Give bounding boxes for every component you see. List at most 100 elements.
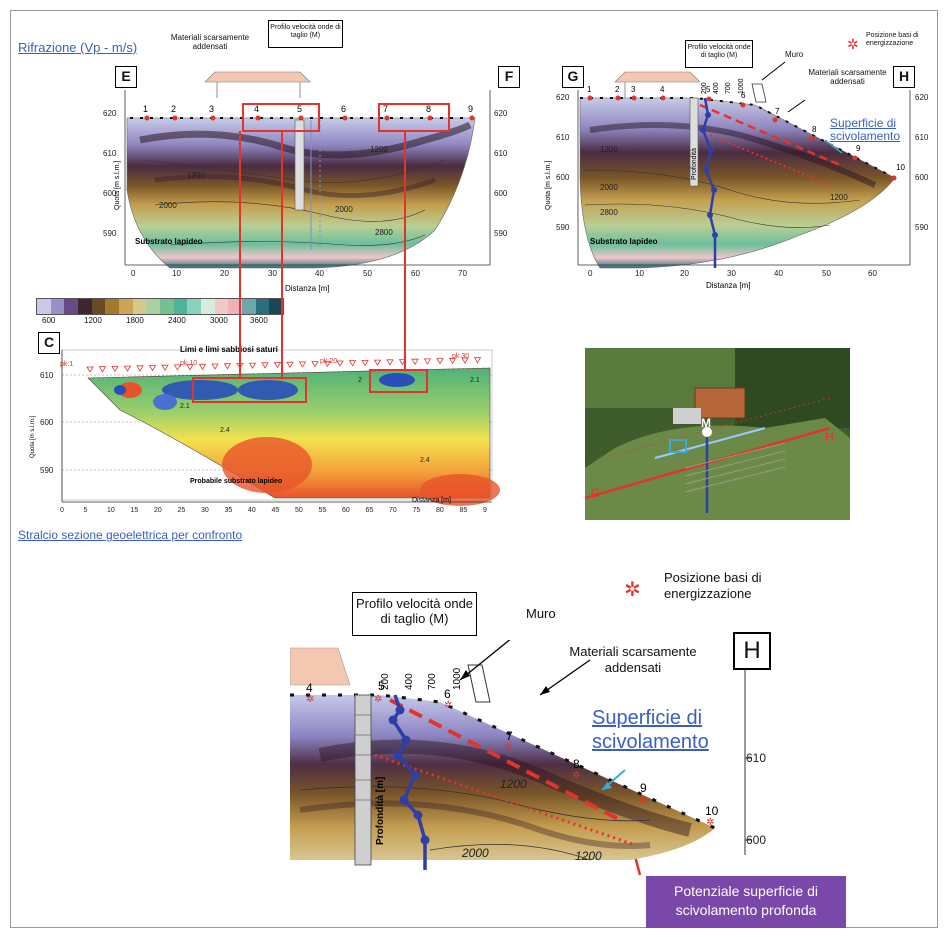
- electrode-marker: [398, 359, 407, 366]
- shot-number-labels: 1 2 3 4 5 6 7 8 9 10: [587, 85, 905, 172]
- svg-text:2800: 2800: [375, 228, 393, 237]
- svg-text:400: 400: [404, 673, 415, 690]
- svg-text:3: 3: [631, 85, 636, 94]
- electrode-marker: [311, 361, 319, 368]
- electrode-marker: [461, 357, 469, 364]
- colorbar-swatch: [187, 299, 202, 314]
- svg-text:2: 2: [615, 85, 620, 94]
- svg-text:60: 60: [868, 269, 877, 278]
- x-tick-label: 25: [178, 507, 186, 514]
- colorbar-swatch: [91, 299, 106, 314]
- x-axis-label: Distanza [m]: [285, 284, 329, 293]
- svg-text:700: 700: [725, 82, 732, 94]
- svg-text:610: 610: [494, 149, 508, 158]
- svg-text:200: 200: [380, 673, 391, 690]
- electrode-marker: [361, 359, 369, 367]
- x-tick-label: 0: [60, 507, 64, 514]
- svg-text:0: 0: [131, 269, 136, 278]
- colorbar-swatch: [228, 299, 243, 314]
- y-tick-labels-right: 620 610 600 590: [494, 109, 508, 238]
- svg-text:2000: 2000: [461, 846, 489, 860]
- x-tick-label: 60: [342, 507, 350, 514]
- colorbar-swatch: [201, 299, 215, 314]
- shot-number-labels: 1 2 3 4 5 6 7 8 9: [143, 104, 473, 114]
- shot-markers: ✲ ✲ ✲ ✲ ✲ ✲ ✲: [306, 694, 714, 828]
- svg-text:600: 600: [40, 418, 54, 427]
- colorbar-swatch: [173, 299, 188, 314]
- pk-labels: pk.1 pk.10 pk.20 pk.30: [60, 353, 469, 368]
- svg-text:✲: ✲: [706, 817, 714, 828]
- svg-text:4: 4: [254, 104, 259, 114]
- materials-label-ef: Materiali scarsamente addensati: [170, 33, 250, 51]
- energization-star-icon: ✲: [847, 36, 859, 52]
- wall-shape: [751, 83, 767, 103]
- electrode-marker: [136, 365, 144, 372]
- svg-text:4: 4: [306, 681, 313, 695]
- svg-text:7: 7: [383, 104, 388, 114]
- electrode-marker: [186, 364, 194, 371]
- svg-text:50: 50: [363, 269, 372, 278]
- svg-text:pk.30: pk.30: [452, 353, 469, 360]
- svg-text:9: 9: [468, 104, 473, 114]
- colorbar-swatch: [50, 299, 65, 314]
- svg-text:6: 6: [444, 687, 451, 701]
- svg-text:1: 1: [587, 85, 592, 94]
- y-tick-labels: 620 610 600: [746, 653, 766, 847]
- svg-text:6: 6: [741, 91, 746, 100]
- y-axis-label: Quota [m s.l.m.]: [545, 161, 552, 210]
- svg-text:600: 600: [494, 189, 508, 198]
- x-tick-labels: 0 5 10 15 20 25 30 35 40 45 50 55 60 65 70 75 80 85 9: [60, 507, 487, 514]
- svg-text:5: 5: [706, 85, 711, 94]
- svg-text:620: 620: [494, 109, 508, 118]
- figure-frame: [10, 10, 938, 928]
- contour-labels: 1200 1200 2000 2000 2800: [159, 145, 393, 237]
- wall-label-large: Muro: [526, 606, 556, 621]
- corner-label-c: C: [38, 332, 60, 354]
- svg-text:610: 610: [746, 751, 766, 765]
- velocity-colorbar: [36, 298, 284, 315]
- x-tick-label: 80: [436, 507, 444, 514]
- velocity-tick-labels: 200 400 700 1000: [701, 78, 745, 94]
- colorbar-swatch: [146, 299, 161, 314]
- x-tick-labels: 0 10 20 30 40 50 60 70: [131, 269, 467, 278]
- svg-text:10: 10: [705, 804, 719, 818]
- aerial-marker-g: G: [591, 486, 601, 500]
- colorbar-swatch: [132, 299, 147, 314]
- colorbar-tick-labels: 600 1200 1800 2400 3000 3600: [42, 316, 268, 325]
- slip-surface-label-gh: Superficie di scivolamento: [830, 116, 901, 143]
- svg-text:30: 30: [268, 269, 277, 278]
- x-tick-label: 30: [201, 507, 209, 514]
- x-axis-label: Distanza [m]: [706, 281, 750, 290]
- colorbar-swatch: [105, 299, 120, 314]
- svg-text:600: 600: [746, 833, 766, 847]
- svg-text:2.4: 2.4: [220, 427, 230, 434]
- svg-text:2.1: 2.1: [180, 403, 190, 410]
- svg-text:4: 4: [660, 85, 665, 94]
- svg-text:610: 610: [103, 149, 117, 158]
- corner-label-h: H: [893, 66, 915, 88]
- limi-label: Limi e limi sabbiosi saturi: [180, 345, 278, 354]
- electrode-marker: [386, 359, 394, 366]
- electrode-marker: [211, 363, 219, 370]
- colorbar-swatch: [160, 299, 174, 314]
- svg-text:10: 10: [172, 269, 181, 278]
- svg-text:40: 40: [315, 269, 324, 278]
- x-tick-label: 75: [413, 507, 421, 514]
- svg-text:1: 1: [143, 104, 148, 114]
- building-roof: [694, 387, 746, 419]
- svg-text:610: 610: [40, 371, 54, 380]
- svg-text:8: 8: [573, 757, 580, 771]
- aerial-marker-h: H: [825, 430, 834, 444]
- colorbar-swatch: [255, 299, 270, 314]
- svg-text:1200: 1200: [575, 849, 602, 863]
- borehole-log: [294, 119, 305, 211]
- profile-box-ef: Profilo velocità onde di taglio (M): [268, 20, 343, 48]
- svg-text:✲: ✲: [306, 694, 314, 705]
- geoelectric-section: pk.1 pk.10 pk.20 pk.30 2.1 2 2.1 2.4 2.4…: [30, 345, 500, 514]
- svg-text:600: 600: [103, 189, 117, 198]
- svg-text:✲: ✲: [444, 700, 452, 711]
- x-tick-label: 55: [319, 507, 327, 514]
- colorbar-swatch: [78, 299, 92, 314]
- depth-label: Profondità [m]: [375, 777, 386, 845]
